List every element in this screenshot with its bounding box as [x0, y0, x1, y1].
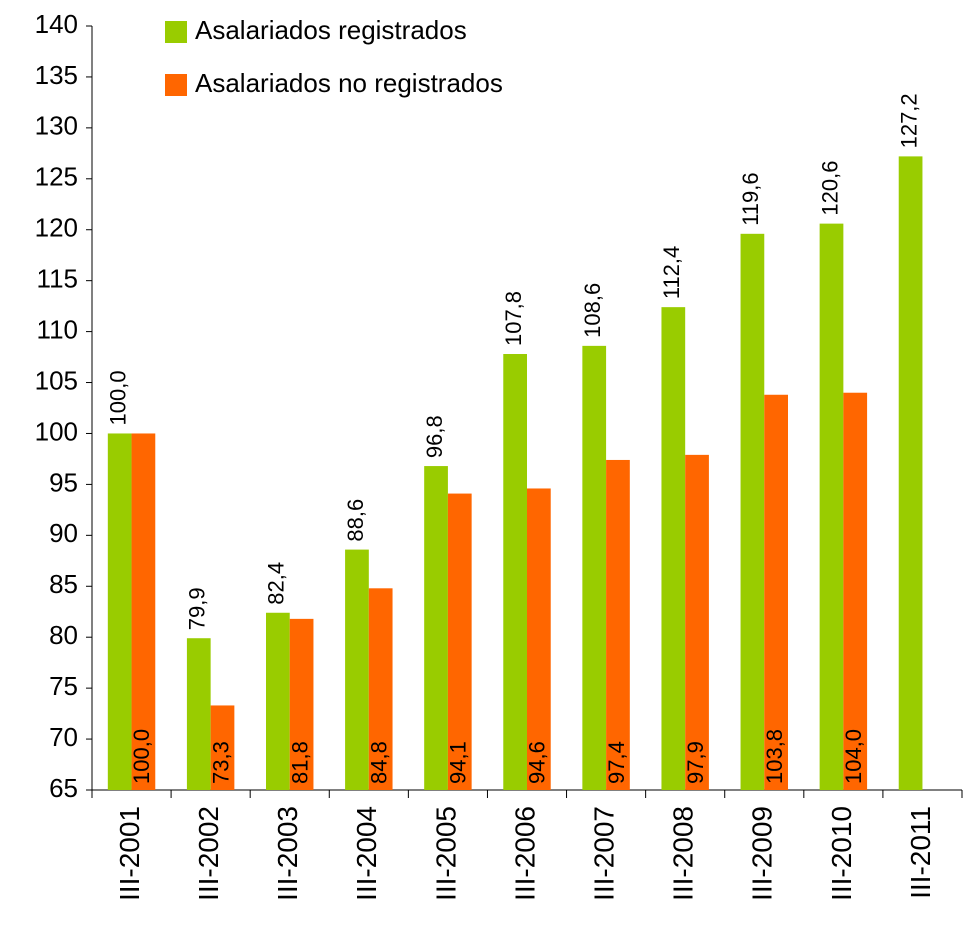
bar	[898, 156, 923, 790]
y-tick-label: 125	[35, 162, 78, 192]
x-tick-label: III-2006	[509, 806, 540, 901]
x-tick-label: III-2009	[747, 806, 778, 901]
y-tick-label: 115	[37, 264, 78, 294]
x-tick-label: III-2001	[114, 806, 145, 901]
bar	[131, 433, 156, 790]
y-tick-label: 85	[49, 569, 78, 599]
y-tick-label: 100	[35, 416, 78, 446]
bar	[740, 233, 765, 791]
bar	[368, 588, 393, 790]
bar	[606, 459, 630, 790]
value-label: 112,4	[659, 246, 684, 299]
x-tick-label: III-2003	[272, 806, 303, 901]
value-label: 120,6	[817, 161, 842, 216]
value-label: 119,6	[738, 172, 763, 225]
bar	[107, 433, 132, 790]
y-tick-label: 110	[37, 314, 78, 344]
x-tick-label: III-2010	[826, 806, 857, 901]
value-label: 73,3	[208, 741, 233, 784]
y-tick-label: 135	[35, 60, 78, 90]
bar	[685, 454, 709, 790]
value-label: 94,6	[525, 741, 550, 784]
bar	[843, 392, 868, 790]
legend-label: Asalariados registrados	[195, 15, 467, 45]
value-label: 104,0	[841, 729, 866, 784]
y-tick-label: 95	[49, 467, 78, 497]
value-label: 97,9	[683, 741, 708, 784]
bar	[424, 466, 448, 790]
bar	[661, 307, 686, 790]
x-tick-label: III-2007	[588, 806, 619, 901]
y-tick-label: 130	[35, 111, 78, 141]
x-tick-label: III-2004	[351, 806, 382, 901]
y-tick-label: 90	[49, 518, 78, 548]
value-label: 108,6	[580, 283, 605, 338]
y-tick-label: 65	[49, 773, 78, 803]
x-tick-label: III-2002	[193, 806, 224, 901]
value-label: 79,9	[185, 587, 210, 630]
value-label: 127,2	[896, 93, 921, 148]
value-label: 100,0	[129, 729, 154, 784]
y-tick-label: 120	[35, 213, 78, 243]
bar	[447, 493, 472, 790]
legend-swatch	[165, 21, 187, 43]
value-label: 100,0	[105, 370, 130, 425]
x-tick-label: III-2011	[905, 806, 936, 899]
bar	[186, 638, 211, 790]
legend-swatch	[165, 74, 187, 96]
value-label: 84,8	[366, 741, 391, 784]
value-label: 94,1	[446, 741, 471, 784]
bar	[210, 705, 235, 790]
y-tick-label: 70	[49, 722, 78, 752]
y-tick-label: 80	[49, 620, 78, 650]
y-tick-label: 75	[49, 671, 78, 701]
bar	[503, 354, 527, 790]
value-label: 103,8	[762, 729, 787, 784]
value-label: 88,6	[343, 499, 368, 542]
bar	[345, 549, 369, 790]
value-label: 82,4	[264, 562, 289, 605]
legend-label: Asalariados no registrados	[195, 68, 503, 98]
bar	[527, 488, 551, 790]
bar	[266, 612, 290, 790]
value-label: 97,4	[604, 741, 629, 784]
bar	[764, 394, 788, 790]
bar	[289, 618, 314, 790]
x-tick-label: III-2005	[430, 806, 461, 901]
y-tick-label: 140	[35, 9, 78, 39]
bar	[582, 345, 607, 790]
value-label: 96,8	[422, 415, 447, 458]
bar	[819, 223, 844, 790]
value-label: 107,8	[501, 291, 526, 346]
value-label: 81,8	[287, 741, 312, 784]
x-tick-label: III-2008	[668, 806, 699, 901]
y-tick-label: 105	[35, 365, 78, 395]
